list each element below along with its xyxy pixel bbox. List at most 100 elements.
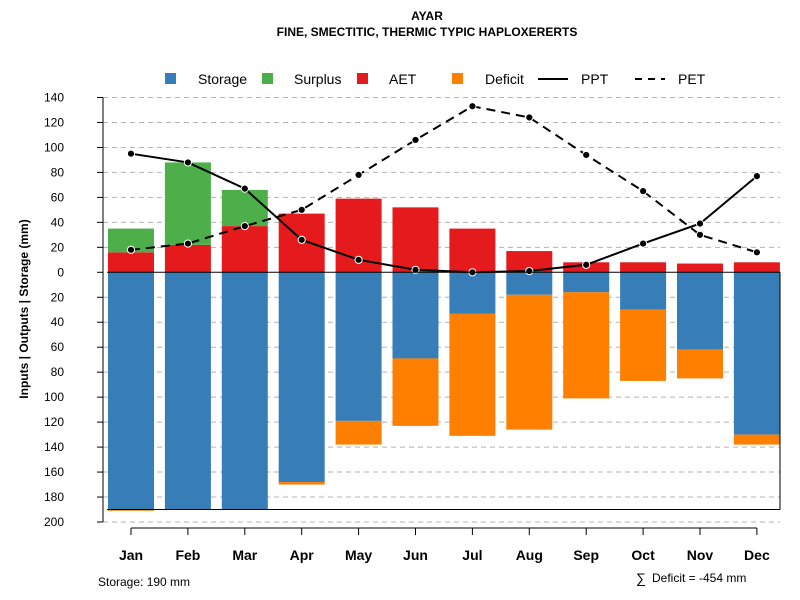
ppt-point — [354, 255, 363, 264]
ppt-point — [639, 239, 648, 248]
y-tick-label: 80 — [51, 365, 65, 379]
legend-swatch — [452, 73, 463, 84]
pet-point — [354, 170, 363, 180]
x-tick-label: Apr — [290, 547, 315, 563]
surplus-bar — [164, 162, 211, 245]
y-tick-label: 0 — [57, 265, 64, 279]
legend-label: PET — [678, 71, 706, 87]
pet-point — [525, 113, 534, 122]
deficit-bar — [392, 358, 439, 426]
ppt-point — [297, 235, 306, 244]
storage-bar — [449, 272, 496, 314]
ppt-point — [411, 265, 420, 274]
y-tick-label: 140 — [44, 440, 64, 454]
aet-bar — [221, 226, 268, 273]
x-tick-label: May — [345, 547, 372, 563]
gridlines — [103, 97, 780, 523]
x-tick-label: Mar — [232, 547, 257, 563]
y-axis-title: Inputs | Outputs | Storage (mm) — [17, 219, 31, 398]
legend: Storage Surplus AET Deficit PPT PET — [165, 71, 706, 87]
pet-point — [752, 248, 762, 257]
pet-point — [582, 150, 591, 160]
x-tick-label: Jan — [119, 547, 143, 563]
aet-bar — [733, 262, 780, 273]
legend-label: PPT — [581, 71, 609, 87]
x-tick-label: Dec — [744, 547, 770, 563]
y-tick-label: 60 — [51, 190, 65, 204]
ppt-point — [582, 260, 591, 269]
deficit-sum-symbol: ∑ — [636, 570, 646, 586]
y-tick-label: 200 — [44, 515, 64, 529]
pet-point — [468, 102, 477, 111]
y-tick-label: 120 — [44, 415, 64, 429]
pet-point — [126, 245, 136, 254]
storage-bar — [278, 272, 325, 483]
y-tick-label: 100 — [44, 390, 64, 404]
storage-bar — [108, 272, 154, 510]
pet-point — [297, 205, 306, 214]
ppt-point — [695, 219, 705, 228]
y-tick-label: 40 — [51, 315, 65, 329]
storage-bar — [733, 272, 780, 435]
surplus-bar — [108, 228, 154, 253]
y-tick-label: 140 — [44, 91, 64, 105]
chart-title: AYAR — [411, 9, 443, 23]
aet-bar — [164, 244, 211, 273]
storage-bar — [392, 272, 439, 359]
y-tick-label: 120 — [44, 115, 64, 129]
storage-bar — [164, 272, 211, 510]
y-tick-label: 80 — [51, 165, 65, 179]
x-tick-label: Oct — [631, 547, 655, 563]
pet-point — [240, 221, 249, 231]
deficit-footnote: Deficit = -454 mm — [652, 571, 746, 585]
deficit-bar — [108, 509, 154, 511]
pet-point — [411, 135, 420, 145]
axes: 1401201008060402002040608010012014016018… — [44, 91, 781, 563]
aet-bar — [108, 252, 154, 273]
pet-point — [639, 187, 648, 196]
x-tick-label: Aug — [516, 547, 543, 563]
legend-swatch — [262, 73, 273, 84]
aet-bar — [449, 228, 496, 273]
y-tick-label: 40 — [51, 215, 65, 229]
storage-bar — [563, 272, 610, 293]
x-tick-label: Jun — [403, 547, 428, 563]
legend-label: Deficit — [485, 71, 524, 87]
storage-bar — [335, 272, 382, 421]
surplus-bar — [221, 189, 268, 227]
legend-label: Surplus — [294, 71, 341, 87]
ppt-point — [525, 266, 534, 276]
y-tick-label: 20 — [51, 240, 65, 254]
deficit-bar — [620, 309, 667, 381]
deficit-bar — [449, 313, 496, 436]
x-tick-label: Sep — [573, 547, 599, 563]
ppt-point — [183, 158, 192, 167]
x-tick-label: Nov — [687, 547, 714, 563]
deficit-bar — [563, 292, 610, 399]
legend-swatch — [357, 73, 368, 84]
deficit-bar — [733, 434, 780, 445]
storage-bar — [221, 272, 268, 510]
pet-point — [695, 230, 705, 239]
x-tick-label: Jul — [462, 547, 482, 563]
aet-bar — [620, 262, 667, 273]
y-tick-label: 20 — [51, 290, 65, 304]
chart-subtitle: FINE, SMECTITIC, THERMIC TYPIC HAPLOXERE… — [277, 25, 578, 39]
deficit-bar — [677, 349, 723, 379]
storage-bar — [677, 272, 723, 350]
pet-line — [130, 105, 758, 254]
ppt-point — [126, 149, 136, 158]
storage-bar — [620, 272, 667, 310]
storage-footnote: Storage: 190 mm — [98, 575, 190, 589]
bars — [108, 162, 780, 511]
legend-label: Storage — [198, 71, 247, 87]
aet-bar — [506, 251, 553, 273]
ppt-line — [130, 152, 758, 274]
legend-swatch — [165, 73, 176, 84]
deficit-bar — [335, 420, 382, 445]
pet-point — [183, 239, 192, 248]
legend-label: AET — [389, 71, 417, 87]
aet-bar — [392, 207, 439, 273]
y-tick-label: 160 — [44, 465, 64, 479]
